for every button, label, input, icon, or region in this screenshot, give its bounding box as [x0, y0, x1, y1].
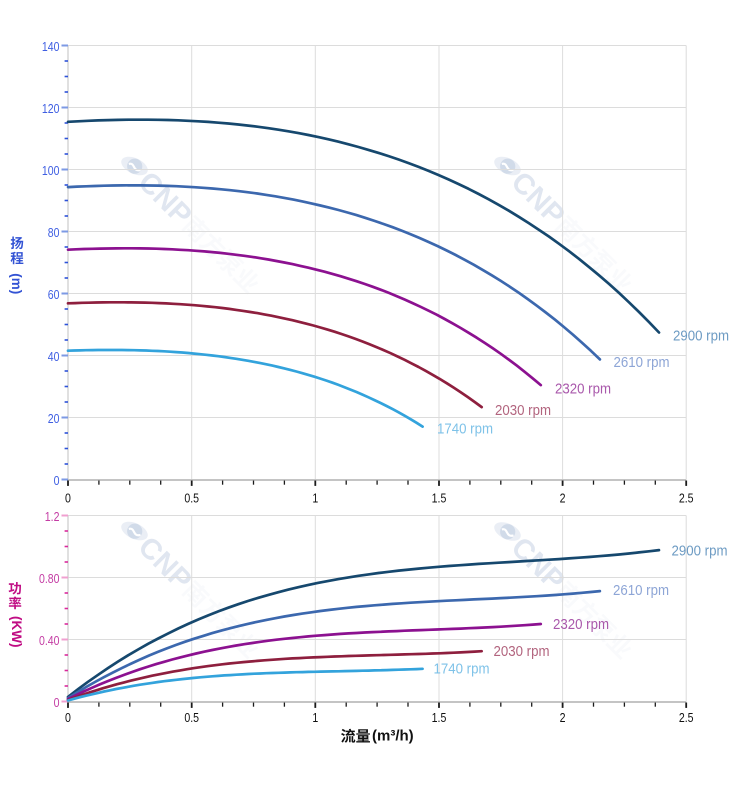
svg-text:2320 rpm: 2320 rpm — [555, 382, 611, 398]
svg-text:60: 60 — [48, 287, 60, 302]
svg-text:1: 1 — [312, 491, 318, 506]
svg-text:120: 120 — [42, 101, 60, 116]
svg-text:1740 rpm: 1740 rpm — [437, 422, 493, 438]
svg-text:0: 0 — [54, 695, 60, 710]
svg-text:2900 rpm: 2900 rpm — [673, 329, 729, 345]
svg-text:0.5: 0.5 — [184, 491, 199, 506]
svg-text:0.40: 0.40 — [39, 633, 60, 648]
svg-text:1.5: 1.5 — [432, 710, 447, 725]
svg-text:2.5: 2.5 — [679, 491, 694, 506]
svg-text:140: 140 — [42, 39, 60, 54]
svg-text:2900 rpm: 2900 rpm — [672, 543, 728, 559]
svg-text:2: 2 — [560, 491, 566, 506]
svg-text:1.2: 1.2 — [45, 509, 60, 524]
svg-text:2.5: 2.5 — [679, 710, 694, 725]
svg-text:2320 rpm: 2320 rpm — [553, 617, 609, 633]
svg-text:1.5: 1.5 — [432, 491, 447, 506]
svg-text:1740 rpm: 1740 rpm — [434, 661, 490, 677]
svg-text:0.5: 0.5 — [184, 710, 199, 725]
svg-text:2: 2 — [560, 710, 566, 725]
svg-text:(m³/h): (m³/h) — [372, 728, 414, 745]
svg-text:20: 20 — [48, 411, 60, 426]
svg-text:0: 0 — [54, 473, 60, 488]
svg-text:100: 100 — [42, 163, 60, 178]
svg-text:0.80: 0.80 — [39, 571, 60, 586]
svg-text:(KW): (KW) — [9, 616, 24, 647]
svg-text:0: 0 — [65, 710, 71, 725]
svg-text:2030 rpm: 2030 rpm — [495, 403, 551, 419]
svg-text:2610 rpm: 2610 rpm — [614, 355, 670, 371]
svg-text:0: 0 — [65, 491, 71, 506]
svg-text:80: 80 — [48, 225, 60, 240]
svg-text:40: 40 — [48, 349, 60, 364]
svg-text:2610 rpm: 2610 rpm — [613, 583, 669, 599]
svg-text:1: 1 — [312, 710, 318, 725]
svg-text:2030 rpm: 2030 rpm — [494, 644, 550, 660]
svg-text:(m): (m) — [9, 273, 24, 294]
